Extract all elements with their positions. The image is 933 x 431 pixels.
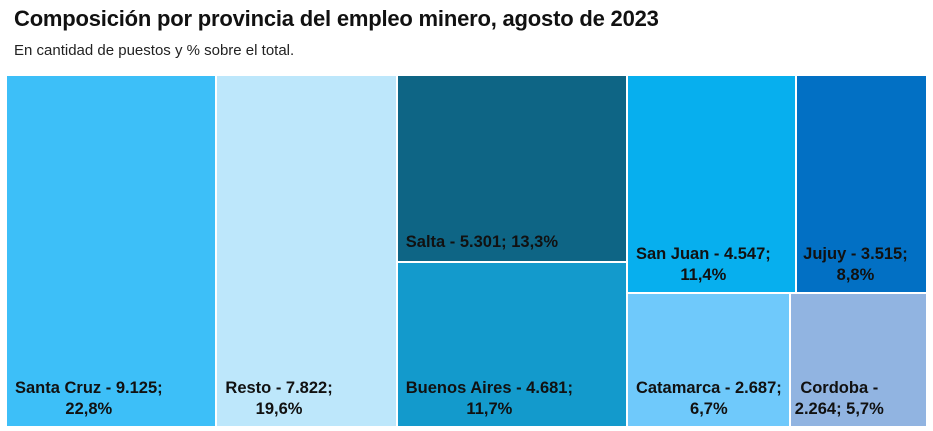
tile-label-line1: Cordoba - (800, 378, 879, 397)
treemap-plot-area: Santa Cruz - 9.125; 22,8% Resto - 7.822; 19… (6, 75, 927, 427)
tile-santa-cruz: Santa Cruz - 9.125; 22,8% (6, 75, 217, 427)
chart-title: Composición por provincia del empleo min… (14, 6, 659, 31)
tile-label-resto: Resto - 7.822; 19,6% (225, 378, 332, 420)
tile-jujuy: Jujuy - 3.515; 8,8% (796, 75, 927, 294)
tile-label-line1: Salta - 5.301; 13,3% (405, 232, 559, 251)
tile-label-line1: San Juan - 4.547; (635, 245, 771, 264)
tile-buenos-aires: Buenos Aires - 4.681; 11,7% (396, 261, 627, 427)
tile-cordoba: Cordoba - 2.264; 5,7% (789, 293, 927, 427)
tile-label-cordoba: Cordoba - 2.264; 5,7% (795, 378, 884, 420)
tile-label-santa-cruz: Santa Cruz - 9.125; 22,8% (15, 378, 163, 420)
tile-label-line2: 2.264; 5,7% (794, 399, 884, 418)
tile-label-buenos-aires: Buenos Aires - 4.681; 11,7% (406, 378, 573, 420)
tile-label-line1: Catamarca - 2.687; (635, 378, 782, 397)
tile-label-line2: 22,8% (65, 400, 113, 418)
tile-label-line1: Santa Cruz - 9.125; (15, 379, 163, 397)
tile-label-line2: 6,7% (690, 399, 728, 418)
tile-catamarca: Catamarca - 2.687; 6,7% (626, 293, 790, 427)
tile-label-line2: 11,7% (466, 399, 513, 418)
tile-resto: Resto - 7.822; 19,6% (216, 75, 397, 427)
tile-label-line2: 11,4% (680, 266, 727, 285)
tile-label-jujuy: Jujuy - 3.515; 8,8% (803, 244, 908, 286)
chart-subtitle: En cantidad de puestos y % sobre el tota… (14, 42, 295, 59)
tile-label-line2: 19,6% (255, 400, 303, 418)
tile-label-line1: Resto - 7.822; (225, 379, 333, 397)
tile-salta: Salta - 5.301; 13,3% (396, 75, 627, 262)
tile-label-line1: Buenos Aires - 4.681; (405, 378, 573, 397)
tile-label-line2: 8,8% (836, 266, 875, 285)
tile-san-juan: San Juan - 4.547; 11,4% (626, 75, 797, 294)
tile-label-catamarca: Catamarca - 2.687; 6,7% (636, 378, 782, 420)
tile-label-san-juan: San Juan - 4.547; 11,4% (636, 244, 771, 286)
tile-label-line1: Jujuy - 3.515; (803, 245, 908, 264)
tile-label-salta: Salta - 5.301; 13,3% (406, 232, 558, 253)
